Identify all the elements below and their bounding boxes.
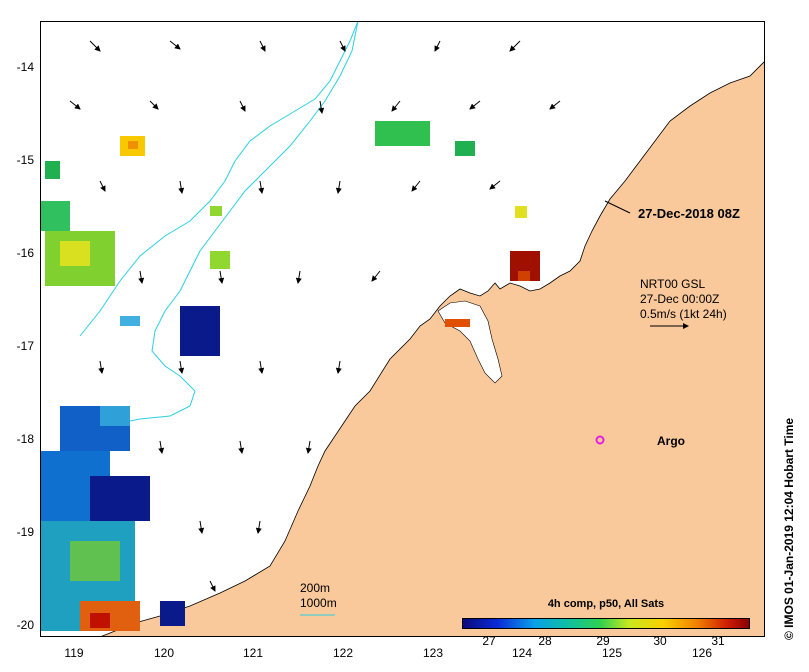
colorbar — [462, 618, 750, 629]
colorbar-tick: 30 — [653, 634, 667, 648]
y-tick-label: -15 — [16, 153, 34, 167]
colorbar-title: 4h comp, p50, All Sats — [547, 598, 665, 610]
y-tick-label: -16 — [16, 246, 34, 260]
argo-label: Argo — [657, 434, 685, 448]
timestamp-label: 27-Dec-2018 08Z — [638, 206, 740, 221]
x-tick-label: 121 — [242, 646, 264, 660]
colorbar-tick: 31 — [711, 634, 725, 648]
x-tick-label: 126 — [691, 646, 713, 660]
current-vectors — [69, 40, 561, 592]
map-svg — [40, 21, 765, 637]
y-tick-label: -18 — [16, 432, 34, 446]
y-tick-label: -19 — [16, 525, 34, 539]
map-area — [40, 21, 765, 637]
timestamp-leader — [604, 200, 631, 214]
contour-200m — [119, 21, 359, 424]
x-tick-label: 123 — [422, 646, 444, 660]
sst-patches — [40, 121, 540, 631]
y-tick-label: -17 — [16, 339, 34, 353]
y-tick-label: -14 — [16, 60, 34, 74]
imos-credit: © IMOS 01-Jan-2019 12:04 Hobart Time — [782, 417, 796, 640]
x-tick-label: 124 — [511, 646, 533, 660]
x-tick-label: 120 — [153, 646, 175, 660]
x-tick-label: 125 — [601, 646, 623, 660]
y-tick-label: -20 — [16, 618, 34, 632]
contour-label-1000m: 1000m — [300, 596, 337, 610]
legend-scale: 0.5m/s (1kt 24h) — [640, 307, 727, 321]
colorbar-tick: 27 — [482, 634, 496, 648]
legend-source: NRT00 GSL — [640, 277, 706, 291]
colorbar-tick: 28 — [538, 634, 552, 648]
x-tick-label: 122 — [332, 646, 354, 660]
colorbar-tick: 29 — [596, 634, 610, 648]
argo-marker — [595, 435, 605, 445]
contour-label-200m: 200m — [300, 581, 331, 595]
land-mass — [99, 60, 765, 637]
contour-1000m — [79, 21, 359, 337]
x-tick-label: 119 — [64, 646, 84, 660]
legend-date: 27-Dec 00:00Z — [640, 292, 720, 306]
